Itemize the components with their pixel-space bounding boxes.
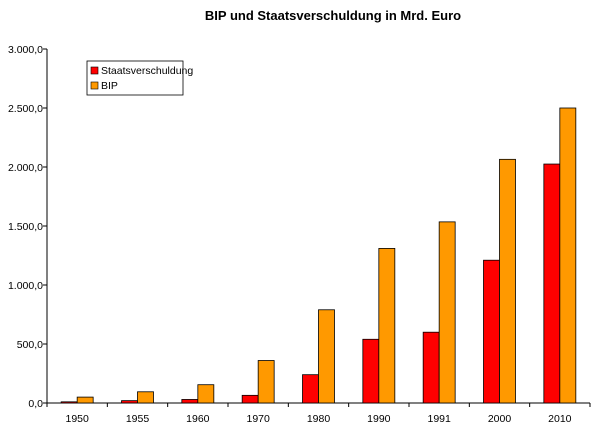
y-tick-label: 3.000,0 xyxy=(8,44,43,56)
legend: Staatsverschuldung BIP xyxy=(86,60,193,96)
legend-swatch-staatsverschuldung xyxy=(90,66,99,75)
y-axis: 0,0 500,0 1.000,0 1.500,0 2.000,0 2.500,0 3.00… xyxy=(8,44,48,410)
bar-bip xyxy=(76,396,94,404)
x-tick-label: 2000 xyxy=(488,413,512,425)
x-tick-label: 1960 xyxy=(186,413,210,425)
bar-staatsverschuldung xyxy=(302,374,319,404)
bar-staatsverschuldung xyxy=(60,401,78,404)
x-tick-label: 1970 xyxy=(246,413,270,425)
x-tick-label: 1990 xyxy=(367,413,391,425)
bar-bip xyxy=(438,221,456,404)
bars xyxy=(60,107,577,404)
chart-title: BIP und Staatsverschuldung in Mrd. Euro xyxy=(205,8,461,23)
x-tick-label: 1955 xyxy=(126,413,150,425)
y-tick-label: 0,0 xyxy=(28,398,43,410)
bar-staatsverschuldung xyxy=(362,338,380,404)
bar-staatsverschuldung xyxy=(543,163,561,404)
bar-bip xyxy=(499,158,516,404)
y-tick-label: 2.500,0 xyxy=(8,103,43,115)
bar-staatsverschuldung xyxy=(121,400,138,404)
x-axis: 1950 1955 1960 1970 1980 1990 1991 2000 2010 xyxy=(46,402,591,425)
bar-bip xyxy=(318,309,335,404)
bar-bip xyxy=(378,248,396,404)
y-tick-label: 1.500,0 xyxy=(8,221,43,233)
bar-staatsverschuldung xyxy=(181,399,199,404)
bar-staatsverschuldung xyxy=(241,394,259,404)
legend-box xyxy=(86,60,184,96)
bar-bip xyxy=(137,391,154,404)
y-tick-label: 500,0 xyxy=(17,339,43,351)
x-tick-label: 1991 xyxy=(427,413,451,425)
bar-staatsverschuldung xyxy=(483,259,500,404)
bar-bip xyxy=(559,107,577,404)
x-tick-label: 1980 xyxy=(307,413,331,425)
y-tick-label: 2.000,0 xyxy=(8,162,43,174)
legend-swatch-bip xyxy=(90,81,99,90)
legend-label-staatsverschuldung: Staatsverschuldung xyxy=(101,65,193,77)
bar-bip xyxy=(257,360,275,404)
bar-bip xyxy=(197,384,215,404)
bar-staatsverschuldung xyxy=(422,331,440,404)
y-tick-label: 1.000,0 xyxy=(8,280,43,292)
x-tick-label: 2010 xyxy=(548,413,572,425)
x-tick-label: 1950 xyxy=(65,413,89,425)
legend-label-bip: BIP xyxy=(101,80,118,92)
